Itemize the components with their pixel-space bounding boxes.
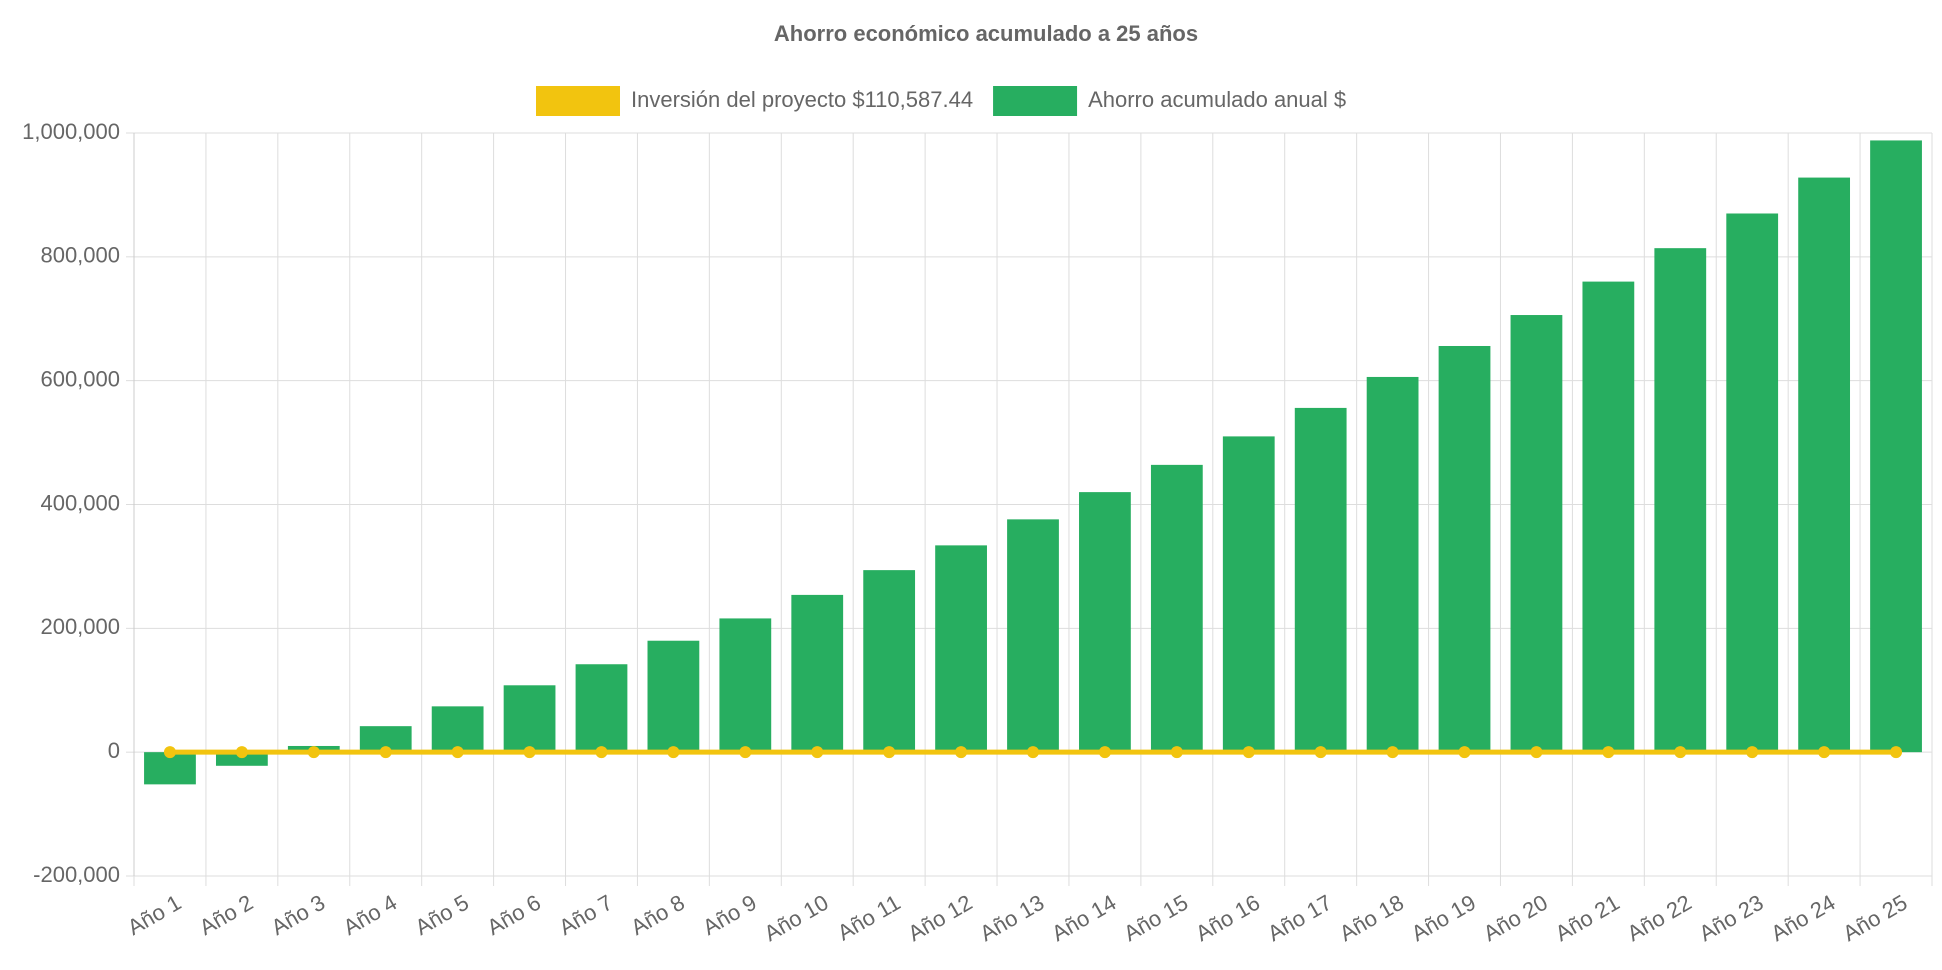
point (739, 746, 752, 759)
x-tick-label: Año 22 (1623, 890, 1696, 947)
x-tick-label: Año 4 (339, 890, 401, 940)
point (1674, 746, 1687, 759)
point (1458, 746, 1471, 759)
x-tick-label: Año 11 (833, 890, 904, 946)
y-tick-label: 200,000 (40, 614, 120, 639)
x-tick-label: Año 9 (698, 890, 760, 940)
y-tick-label: 800,000 (40, 243, 120, 268)
point (1386, 746, 1399, 759)
chart-title: Ahorro económico acumulado a 25 años (774, 21, 1198, 46)
x-tick-label: Año 6 (483, 890, 545, 940)
x-tick-label: Año 17 (1263, 890, 1336, 947)
x-tick-label: Año 14 (1047, 890, 1120, 947)
point (1530, 746, 1543, 759)
x-tick-label: Año 1 (123, 890, 185, 940)
point (379, 746, 392, 759)
point (955, 746, 968, 759)
point (667, 746, 680, 759)
x-tick-label: Año 7 (555, 890, 617, 940)
point (1818, 746, 1831, 759)
y-tick-label: 1,000,000 (22, 119, 120, 144)
bar (1222, 436, 1275, 753)
x-tick-label: Año 24 (1767, 890, 1840, 947)
point (1170, 746, 1183, 759)
bar (1150, 464, 1203, 753)
x-tick-label: Año 25 (1839, 890, 1912, 947)
point (235, 746, 248, 759)
bar (1582, 281, 1635, 753)
x-tick-label: Año 13 (976, 890, 1049, 947)
x-tick-label: Año 3 (267, 890, 329, 940)
bar (575, 664, 628, 753)
bar (1654, 248, 1707, 753)
x-tick-label: Año 5 (411, 890, 473, 940)
x-tick-label: Año 19 (1407, 890, 1480, 947)
bar (935, 545, 987, 753)
legend-label: Ahorro acumulado anual $ (1088, 87, 1346, 112)
x-tick-label: Año 16 (1191, 890, 1264, 947)
bar (1007, 519, 1059, 753)
legend-swatch (993, 86, 1078, 116)
x-tick-label: Año 10 (760, 890, 833, 947)
x-tick-label: Año 2 (195, 890, 257, 940)
point (163, 746, 176, 759)
bar (1798, 177, 1851, 753)
point (523, 746, 536, 759)
bar (791, 594, 844, 753)
y-tick-label: -200,000 (33, 862, 120, 887)
point (307, 746, 320, 759)
point (1027, 746, 1039, 759)
point (883, 746, 896, 759)
point (811, 746, 824, 759)
point (1890, 746, 1903, 759)
bar (647, 640, 700, 753)
bar (1079, 492, 1131, 753)
y-tick-label: 400,000 (40, 490, 120, 515)
bar (1366, 376, 1419, 753)
x-tick-label: Año 21 (1551, 890, 1624, 947)
bar (1870, 140, 1922, 753)
bar (215, 752, 268, 766)
bar (719, 618, 772, 753)
bar (863, 570, 916, 753)
y-tick-label: 0 (108, 738, 120, 763)
point (595, 746, 608, 759)
point (1602, 746, 1615, 759)
point (1314, 746, 1327, 759)
bar (1510, 315, 1563, 753)
x-tick-label: Año 12 (904, 890, 977, 947)
point (1098, 746, 1111, 759)
bar (431, 706, 484, 753)
x-tick-label: Año 20 (1479, 890, 1552, 947)
x-tick-label: Año 8 (627, 890, 689, 940)
point (451, 746, 464, 759)
legend-label: Inversión del proyecto $110,587.44 (631, 87, 973, 112)
bar (1438, 345, 1491, 753)
bar (503, 685, 556, 753)
x-tick-label: Año 15 (1119, 890, 1192, 947)
bar (1726, 213, 1779, 753)
x-tick-label: Año 23 (1695, 890, 1768, 947)
point (1746, 746, 1759, 759)
point (1242, 746, 1255, 759)
x-tick-label: Año 18 (1335, 890, 1408, 947)
bar (1294, 407, 1347, 753)
y-tick-label: 600,000 (40, 366, 120, 391)
legend-swatch (536, 86, 620, 116)
